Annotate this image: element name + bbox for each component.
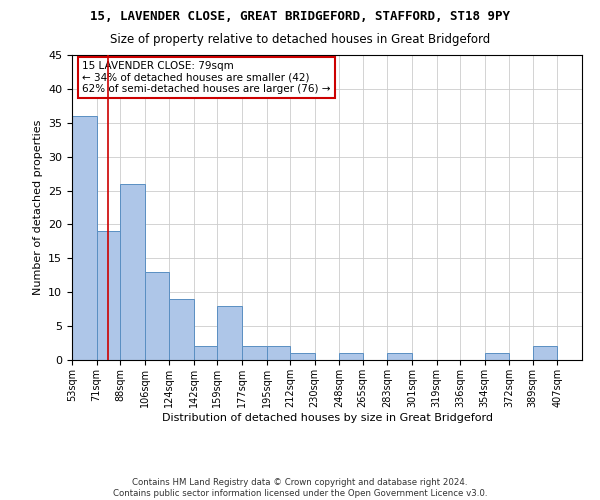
Text: Contains HM Land Registry data © Crown copyright and database right 2024.
Contai: Contains HM Land Registry data © Crown c… xyxy=(113,478,487,498)
Bar xyxy=(242,346,266,360)
Bar xyxy=(72,116,97,360)
Bar xyxy=(340,353,362,360)
Bar xyxy=(266,346,290,360)
Bar xyxy=(145,272,169,360)
Text: 15, LAVENDER CLOSE, GREAT BRIDGEFORD, STAFFORD, ST18 9PY: 15, LAVENDER CLOSE, GREAT BRIDGEFORD, ST… xyxy=(90,10,510,23)
Bar xyxy=(194,346,217,360)
Bar xyxy=(169,299,194,360)
Bar xyxy=(97,231,120,360)
Bar xyxy=(485,353,509,360)
X-axis label: Distribution of detached houses by size in Great Bridgeford: Distribution of detached houses by size … xyxy=(161,412,493,422)
Y-axis label: Number of detached properties: Number of detached properties xyxy=(32,120,43,295)
Text: 15 LAVENDER CLOSE: 79sqm
← 34% of detached houses are smaller (42)
62% of semi-d: 15 LAVENDER CLOSE: 79sqm ← 34% of detach… xyxy=(82,61,331,94)
Bar xyxy=(533,346,557,360)
Bar xyxy=(217,306,242,360)
Bar xyxy=(120,184,145,360)
Text: Size of property relative to detached houses in Great Bridgeford: Size of property relative to detached ho… xyxy=(110,32,490,46)
Bar xyxy=(388,353,412,360)
Bar xyxy=(290,353,314,360)
